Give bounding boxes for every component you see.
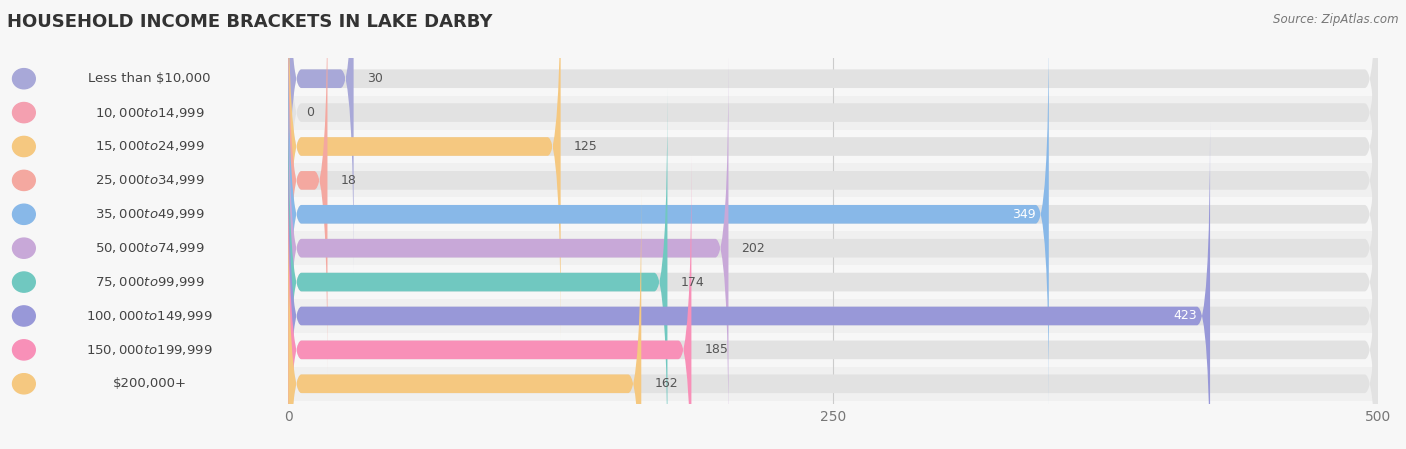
Text: 0: 0: [305, 106, 314, 119]
Text: Source: ZipAtlas.com: Source: ZipAtlas.com: [1274, 13, 1399, 26]
FancyBboxPatch shape: [288, 96, 1378, 130]
Text: 162: 162: [654, 377, 678, 390]
Text: $100,000 to $149,999: $100,000 to $149,999: [86, 309, 212, 323]
Circle shape: [13, 306, 35, 326]
FancyBboxPatch shape: [288, 0, 1378, 307]
Circle shape: [13, 272, 35, 292]
Text: $150,000 to $199,999: $150,000 to $199,999: [86, 343, 212, 357]
Text: 202: 202: [741, 242, 765, 255]
Circle shape: [13, 340, 35, 360]
Text: 423: 423: [1174, 309, 1197, 322]
FancyBboxPatch shape: [288, 333, 1378, 367]
FancyBboxPatch shape: [288, 265, 1378, 299]
FancyBboxPatch shape: [288, 54, 1378, 442]
Text: $200,000+: $200,000+: [112, 377, 187, 390]
FancyBboxPatch shape: [288, 156, 692, 449]
FancyBboxPatch shape: [288, 198, 1378, 231]
Text: $35,000 to $49,999: $35,000 to $49,999: [94, 207, 204, 221]
FancyBboxPatch shape: [288, 122, 1378, 449]
Text: 30: 30: [367, 72, 382, 85]
Circle shape: [13, 170, 35, 190]
Text: HOUSEHOLD INCOME BRACKETS IN LAKE DARBY: HOUSEHOLD INCOME BRACKETS IN LAKE DARBY: [7, 13, 492, 31]
Text: 349: 349: [1012, 208, 1036, 221]
Circle shape: [13, 238, 35, 258]
FancyBboxPatch shape: [288, 88, 668, 449]
FancyBboxPatch shape: [288, 190, 1378, 449]
Text: 18: 18: [340, 174, 356, 187]
FancyBboxPatch shape: [288, 62, 1378, 96]
FancyBboxPatch shape: [288, 156, 1378, 449]
FancyBboxPatch shape: [288, 20, 1049, 408]
Text: Less than $10,000: Less than $10,000: [89, 72, 211, 85]
FancyBboxPatch shape: [288, 0, 353, 273]
FancyBboxPatch shape: [288, 88, 1378, 449]
Text: $50,000 to $74,999: $50,000 to $74,999: [94, 241, 204, 255]
FancyBboxPatch shape: [288, 0, 1378, 374]
FancyBboxPatch shape: [288, 0, 561, 340]
Text: 125: 125: [574, 140, 598, 153]
Circle shape: [13, 69, 35, 89]
Text: $75,000 to $99,999: $75,000 to $99,999: [94, 275, 204, 289]
FancyBboxPatch shape: [288, 122, 1211, 449]
FancyBboxPatch shape: [288, 130, 1378, 163]
FancyBboxPatch shape: [288, 299, 1378, 333]
FancyBboxPatch shape: [288, 367, 1378, 401]
Circle shape: [13, 374, 35, 394]
Circle shape: [13, 136, 35, 157]
Circle shape: [13, 102, 35, 123]
FancyBboxPatch shape: [288, 163, 1378, 198]
FancyBboxPatch shape: [288, 20, 1378, 408]
Text: $25,000 to $34,999: $25,000 to $34,999: [94, 173, 204, 187]
Text: 185: 185: [704, 343, 728, 357]
Text: 174: 174: [681, 276, 704, 289]
Text: $10,000 to $14,999: $10,000 to $14,999: [94, 106, 204, 119]
FancyBboxPatch shape: [288, 190, 641, 449]
FancyBboxPatch shape: [288, 0, 328, 374]
Text: $15,000 to $24,999: $15,000 to $24,999: [94, 140, 204, 154]
FancyBboxPatch shape: [288, 231, 1378, 265]
FancyBboxPatch shape: [288, 0, 1378, 273]
Circle shape: [13, 204, 35, 224]
FancyBboxPatch shape: [288, 0, 1378, 340]
FancyBboxPatch shape: [288, 54, 728, 442]
